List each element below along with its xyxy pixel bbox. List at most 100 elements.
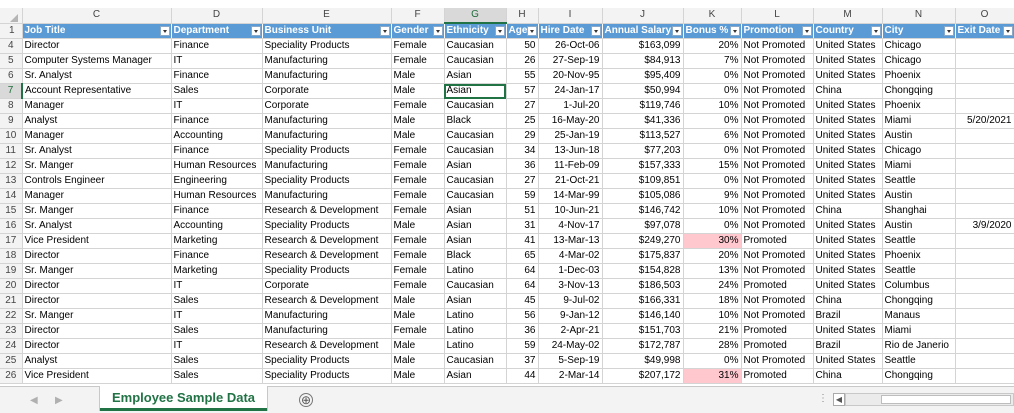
cell-annual-salary[interactable]: $77,203 bbox=[602, 143, 684, 159]
cell-promotion[interactable]: Not Promoted bbox=[741, 263, 814, 279]
chevron-left-icon[interactable]: ◀ bbox=[30, 395, 38, 406]
cell-annual-salary[interactable]: $119,746 bbox=[602, 98, 684, 114]
cell-bonus[interactable]: 10% bbox=[683, 308, 742, 324]
cell-age[interactable]: 34 bbox=[506, 143, 539, 159]
cell-business-unit[interactable]: Speciality Products bbox=[262, 353, 392, 369]
cell-gender[interactable]: Male bbox=[391, 308, 445, 324]
cell-gender[interactable]: Female bbox=[391, 38, 445, 54]
cell-promotion[interactable]: Not Promoted bbox=[741, 218, 814, 234]
cell-job-title[interactable]: Analyst bbox=[22, 113, 172, 129]
cell-city[interactable]: Seattle bbox=[882, 353, 956, 369]
cell-city[interactable]: Miami bbox=[882, 158, 956, 174]
cell-age[interactable]: 27 bbox=[506, 173, 539, 189]
row-number[interactable]: 11 bbox=[0, 143, 23, 159]
cell-age[interactable]: 36 bbox=[506, 158, 539, 174]
cell-exit-date[interactable] bbox=[955, 278, 1014, 294]
chevron-right-icon[interactable]: ▶ bbox=[55, 395, 63, 406]
cell-job-title[interactable]: Director bbox=[22, 338, 172, 354]
cell-bonus[interactable]: 0% bbox=[683, 83, 742, 99]
cell-promotion[interactable]: Promoted bbox=[741, 233, 814, 249]
cell-bonus[interactable]: 0% bbox=[683, 353, 742, 369]
row-number[interactable]: 13 bbox=[0, 173, 23, 189]
cell-city[interactable]: Phoenix bbox=[882, 248, 956, 264]
cell-promotion[interactable]: Promoted bbox=[741, 323, 814, 339]
cell-exit-date[interactable] bbox=[955, 353, 1014, 369]
row-number[interactable]: 7 bbox=[0, 83, 23, 99]
cell-promotion[interactable]: Not Promoted bbox=[741, 248, 814, 264]
cell-country[interactable]: United States bbox=[813, 113, 883, 129]
row-number[interactable]: 18 bbox=[0, 248, 23, 264]
cell-gender[interactable]: Male bbox=[391, 113, 445, 129]
cell-department[interactable]: Finance bbox=[171, 113, 263, 129]
header-gender[interactable]: Gender bbox=[391, 23, 445, 39]
cell-ethnicity[interactable]: Asian bbox=[444, 293, 507, 309]
cell-annual-salary[interactable]: $41,336 bbox=[602, 113, 684, 129]
sheet-tab-employee-sample-data[interactable]: Employee Sample Data bbox=[100, 386, 267, 411]
cell-job-title[interactable]: Analyst bbox=[22, 353, 172, 369]
cell-gender[interactable]: Female bbox=[391, 263, 445, 279]
column-header-l[interactable]: L bbox=[741, 8, 814, 24]
cell-country[interactable]: Brazil bbox=[813, 338, 883, 354]
cell-promotion[interactable]: Not Promoted bbox=[741, 98, 814, 114]
cell-hire-date[interactable]: 1-Dec-03 bbox=[538, 263, 603, 279]
cell-hire-date[interactable]: 26-Oct-06 bbox=[538, 38, 603, 54]
cell-department[interactable]: Finance bbox=[171, 248, 263, 264]
cell-job-title[interactable]: Sr. Analyst bbox=[22, 68, 172, 84]
cell-annual-salary[interactable]: $157,333 bbox=[602, 158, 684, 174]
filter-dropdown-icon[interactable] bbox=[432, 25, 443, 36]
cell-department[interactable]: IT bbox=[171, 308, 263, 324]
row-number[interactable]: 17 bbox=[0, 233, 23, 249]
row-number[interactable]: 25 bbox=[0, 353, 23, 369]
cell-ethnicity[interactable]: Caucasian bbox=[444, 278, 507, 294]
cell-annual-salary[interactable]: $154,828 bbox=[602, 263, 684, 279]
cell-city[interactable]: Austin bbox=[882, 218, 956, 234]
cell-age[interactable]: 50 bbox=[506, 38, 539, 54]
cell-job-title[interactable]: Controls Engineer bbox=[22, 173, 172, 189]
header-promotion[interactable]: Promotion bbox=[741, 23, 814, 39]
cell-department[interactable]: Human Resources bbox=[171, 188, 263, 204]
cell-ethnicity[interactable]: Caucasian bbox=[444, 98, 507, 114]
cell-department[interactable]: IT bbox=[171, 53, 263, 69]
cell-bonus[interactable]: 0% bbox=[683, 113, 742, 129]
cell-city[interactable]: Shanghai bbox=[882, 203, 956, 219]
cell-exit-date[interactable]: 3/9/2020 bbox=[955, 218, 1014, 234]
cell-city[interactable]: Chicago bbox=[882, 143, 956, 159]
cell-ethnicity[interactable]: Caucasian bbox=[444, 188, 507, 204]
column-header-j[interactable]: J bbox=[602, 8, 684, 24]
cell-annual-salary[interactable]: $50,994 bbox=[602, 83, 684, 99]
cell-annual-salary[interactable]: $109,851 bbox=[602, 173, 684, 189]
row-number[interactable]: 1 bbox=[0, 23, 23, 39]
cell-ethnicity[interactable]: Caucasian bbox=[444, 38, 507, 54]
cell-business-unit[interactable]: Manufacturing bbox=[262, 188, 392, 204]
cell-business-unit[interactable]: Speciality Products bbox=[262, 263, 392, 279]
cell-department[interactable]: Finance bbox=[171, 38, 263, 54]
cell-gender[interactable]: Female bbox=[391, 143, 445, 159]
cell-ethnicity[interactable]: Asian bbox=[444, 158, 507, 174]
cell-hire-date[interactable]: 2-Mar-14 bbox=[538, 368, 603, 384]
cell-age[interactable]: 65 bbox=[506, 248, 539, 264]
row-number[interactable]: 16 bbox=[0, 218, 23, 234]
filter-dropdown-icon[interactable] bbox=[590, 25, 601, 36]
cell-job-title[interactable]: Computer Systems Manager bbox=[22, 53, 172, 69]
cell-country[interactable]: United States bbox=[813, 353, 883, 369]
row-number[interactable]: 26 bbox=[0, 368, 23, 384]
cell-exit-date[interactable] bbox=[955, 143, 1014, 159]
cell-gender[interactable]: Female bbox=[391, 188, 445, 204]
cell-ethnicity[interactable]: Asian bbox=[444, 233, 507, 249]
cell-country[interactable]: China bbox=[813, 203, 883, 219]
cell-hire-date[interactable]: 16-May-20 bbox=[538, 113, 603, 129]
cell-job-title[interactable]: Sr. Analyst bbox=[22, 218, 172, 234]
column-header-m[interactable]: M bbox=[813, 8, 883, 24]
cell-city[interactable]: Chongqing bbox=[882, 368, 956, 384]
cell-hire-date[interactable]: 14-Mar-99 bbox=[538, 188, 603, 204]
row-number[interactable]: 23 bbox=[0, 323, 23, 339]
cell-ethnicity[interactable]: Latino bbox=[444, 338, 507, 354]
row-number[interactable]: 15 bbox=[0, 203, 23, 219]
cell-exit-date[interactable] bbox=[955, 38, 1014, 54]
cell-country[interactable]: China bbox=[813, 83, 883, 99]
cell-country[interactable]: United States bbox=[813, 98, 883, 114]
filter-dropdown-icon[interactable] bbox=[494, 26, 505, 36]
cell-business-unit[interactable]: Corporate bbox=[262, 278, 392, 294]
cell-country[interactable]: United States bbox=[813, 233, 883, 249]
cell-annual-salary[interactable]: $186,503 bbox=[602, 278, 684, 294]
